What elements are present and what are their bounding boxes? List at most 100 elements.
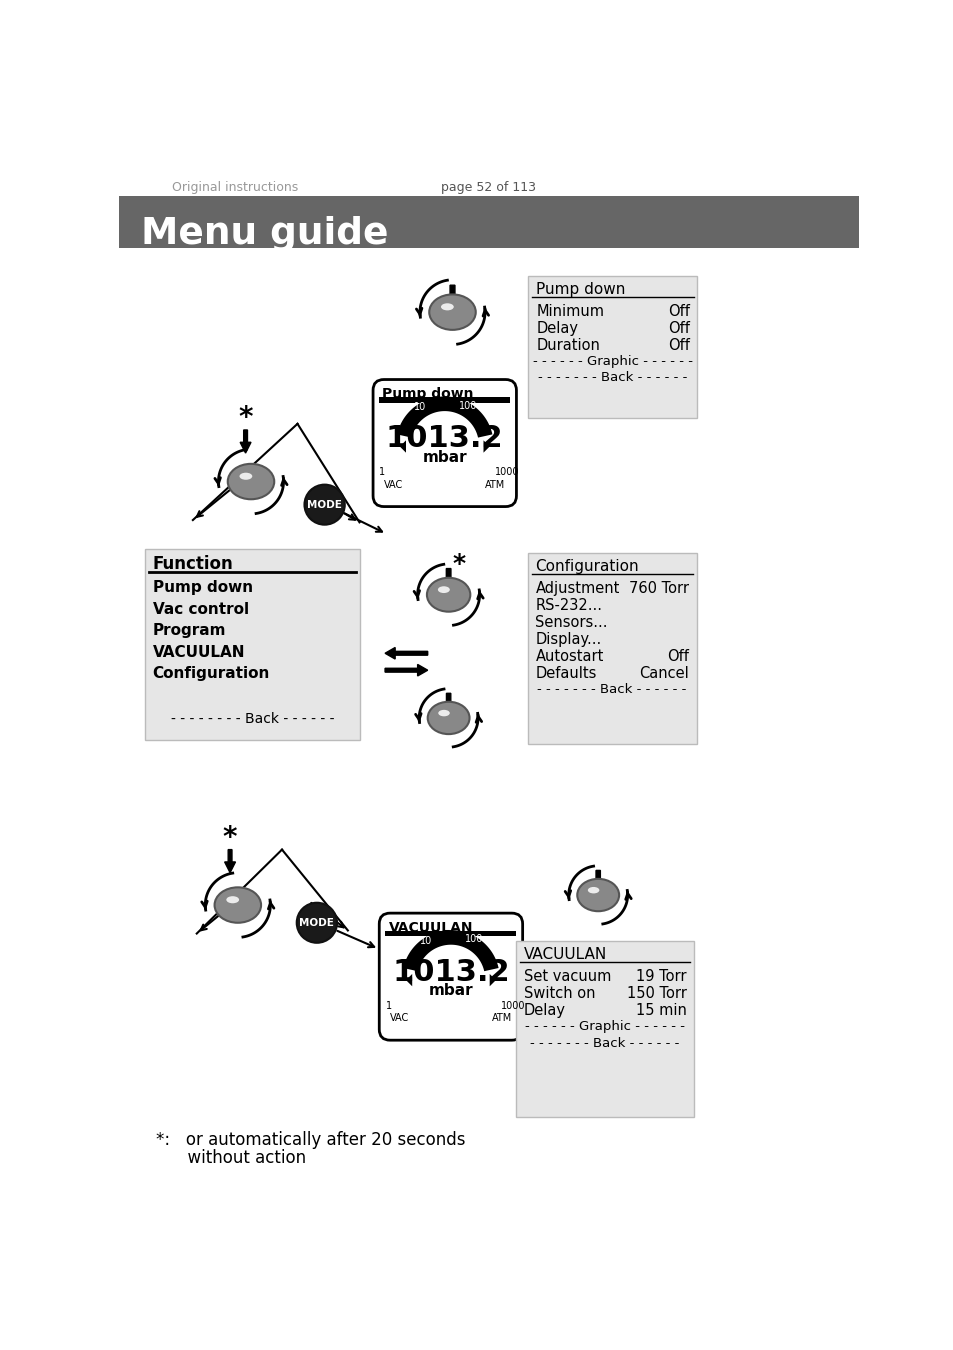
Text: ATM: ATM [491, 1014, 511, 1023]
Text: - - - - - - - - Back - - - - - -: - - - - - - - - Back - - - - - - [171, 713, 334, 726]
Text: 760 Torr: 760 Torr [628, 580, 688, 595]
Text: *: * [238, 405, 253, 432]
Ellipse shape [437, 710, 449, 717]
Ellipse shape [226, 896, 239, 903]
Ellipse shape [239, 472, 252, 479]
Text: - - - - - - - Back - - - - - -: - - - - - - - Back - - - - - - [537, 683, 686, 695]
Text: Vac control: Vac control [152, 602, 249, 617]
Ellipse shape [214, 887, 261, 923]
Ellipse shape [437, 586, 450, 593]
Text: - - - - - - Graphic - - - - - -: - - - - - - Graphic - - - - - - [533, 355, 692, 367]
FancyArrow shape [592, 871, 604, 895]
Ellipse shape [429, 294, 476, 329]
Text: Duration: Duration [536, 338, 599, 352]
Circle shape [304, 485, 344, 525]
FancyArrow shape [445, 285, 459, 312]
Text: page 52 of 113: page 52 of 113 [441, 181, 536, 194]
Polygon shape [396, 397, 492, 437]
Text: Cancel: Cancel [639, 666, 688, 680]
Text: 1: 1 [379, 467, 385, 478]
Ellipse shape [427, 578, 470, 612]
Text: mbar: mbar [428, 983, 473, 999]
FancyBboxPatch shape [379, 913, 522, 1041]
Bar [379, 397, 510, 402]
Text: Off: Off [667, 304, 689, 319]
FancyBboxPatch shape [373, 379, 516, 506]
Text: 1013.2: 1013.2 [386, 424, 503, 454]
Text: Delay: Delay [523, 1003, 565, 1018]
Text: Switch on: Switch on [523, 986, 595, 1000]
Text: VACUULAN: VACUULAN [152, 645, 245, 660]
Text: Pump down: Pump down [536, 282, 625, 297]
Text: VACUULAN: VACUULAN [388, 921, 473, 934]
FancyBboxPatch shape [516, 941, 694, 1116]
Ellipse shape [228, 464, 274, 500]
Polygon shape [483, 440, 489, 452]
Text: Adjustment: Adjustment [535, 580, 619, 595]
Text: 1: 1 [385, 1000, 392, 1011]
Text: Defaults: Defaults [535, 666, 597, 680]
Text: 100: 100 [458, 401, 476, 410]
Text: RS-232...: RS-232... [535, 598, 601, 613]
Text: - - - - - - Graphic - - - - - -: - - - - - - Graphic - - - - - - [524, 1019, 684, 1033]
Text: VAC: VAC [390, 1014, 409, 1023]
Text: *: * [223, 824, 237, 852]
Text: MODE: MODE [307, 500, 342, 510]
FancyBboxPatch shape [527, 554, 696, 744]
FancyArrow shape [224, 849, 235, 872]
Text: Program: Program [152, 624, 226, 639]
Polygon shape [399, 440, 406, 452]
Text: Sensors...: Sensors... [535, 614, 607, 629]
FancyBboxPatch shape [528, 275, 697, 418]
Text: 100: 100 [464, 934, 483, 944]
Text: Delay: Delay [536, 320, 578, 336]
Text: 15 min: 15 min [635, 1003, 686, 1018]
Text: 1000: 1000 [495, 467, 518, 478]
Text: VAC: VAC [383, 479, 403, 490]
Text: Off: Off [666, 648, 688, 664]
Text: Minimum: Minimum [536, 304, 603, 319]
Text: Set vacuum: Set vacuum [523, 969, 611, 984]
Ellipse shape [587, 887, 598, 894]
Text: mbar: mbar [422, 450, 467, 464]
FancyArrow shape [240, 429, 251, 454]
Text: Function: Function [152, 555, 233, 574]
Text: MODE: MODE [299, 918, 334, 927]
Text: *: * [453, 552, 466, 576]
Text: ATM: ATM [485, 479, 505, 490]
Text: Off: Off [667, 320, 689, 336]
Bar [145, 549, 360, 740]
Bar [119, 196, 858, 248]
Text: *:   or automatically after 20 seconds: *: or automatically after 20 seconds [156, 1131, 465, 1149]
Ellipse shape [577, 879, 618, 911]
Text: Menu guide: Menu guide [141, 216, 388, 252]
Text: 150 Torr: 150 Torr [626, 986, 686, 1000]
FancyArrow shape [441, 568, 455, 595]
FancyArrow shape [442, 694, 455, 718]
Text: without action: without action [156, 1149, 306, 1168]
FancyArrow shape [385, 664, 427, 676]
Text: Pump down: Pump down [152, 580, 253, 595]
Text: 1000: 1000 [500, 1000, 525, 1011]
Text: - - - - - - - Back - - - - - -: - - - - - - - Back - - - - - - [530, 1037, 679, 1050]
Circle shape [296, 903, 336, 942]
Text: Original instructions: Original instructions [172, 181, 298, 194]
Text: 19 Torr: 19 Torr [636, 969, 686, 984]
Polygon shape [403, 930, 498, 971]
Ellipse shape [440, 304, 454, 310]
Text: Autostart: Autostart [535, 648, 603, 664]
Ellipse shape [427, 702, 469, 734]
FancyArrow shape [385, 648, 427, 659]
Text: Pump down: Pump down [382, 387, 474, 401]
Text: Configuration: Configuration [535, 559, 639, 574]
Text: Display...: Display... [535, 632, 601, 647]
Polygon shape [406, 973, 412, 987]
Text: Configuration: Configuration [152, 667, 270, 682]
Text: 1013.2: 1013.2 [392, 958, 509, 987]
Polygon shape [489, 973, 496, 987]
Text: - - - - - - - Back - - - - - -: - - - - - - - Back - - - - - - [537, 371, 687, 385]
Text: VACUULAN: VACUULAN [523, 948, 606, 963]
Text: 10: 10 [414, 402, 426, 412]
Text: 10: 10 [419, 936, 432, 946]
Text: Off: Off [667, 338, 689, 352]
